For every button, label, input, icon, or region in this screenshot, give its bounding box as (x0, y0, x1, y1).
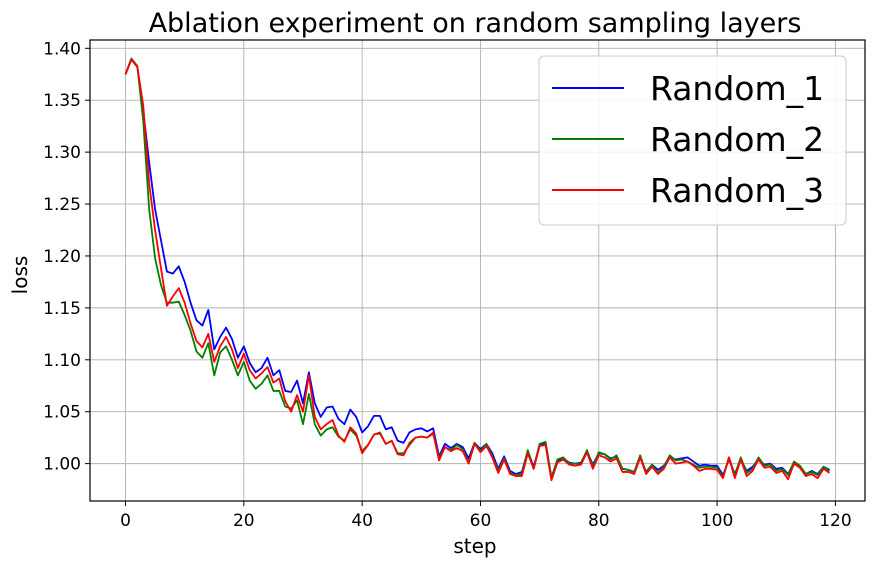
legend-label: Random_3 (650, 171, 824, 210)
x-tick-label: 20 (233, 511, 255, 531)
gridlines (90, 40, 865, 501)
legend-label: Random_2 (650, 120, 824, 159)
y-tick-label: 1.00 (43, 455, 81, 475)
axis-ticks: 0 20 40 60 80 100 120 1.00 1.05 1.10 1.15 1.20 1.25 1… (43, 39, 852, 531)
chart-title: Ablation experiment on random sampling l… (149, 8, 802, 39)
series-lines (124, 57, 831, 482)
y-tick-label: 1.15 (43, 299, 81, 319)
y-axis-label: loss (8, 256, 32, 295)
y-tick-label: 1.25 (43, 195, 81, 215)
x-axis-label: step (453, 534, 496, 558)
y-tick-label: 1.40 (43, 39, 81, 59)
x-tick-label: 120 (819, 511, 851, 531)
legend-box (538, 55, 847, 226)
x-tick-label: 40 (351, 511, 373, 531)
legend-label: Random_1 (650, 69, 824, 108)
y-tick-label: 1.20 (43, 247, 81, 267)
legend: Random_1 Random_2 Random_3 (538, 55, 847, 226)
y-tick-label: 1.35 (43, 91, 81, 111)
x-tick-label: 100 (701, 511, 733, 531)
y-tick-label: 1.05 (43, 403, 81, 423)
x-tick-label: 80 (588, 511, 610, 531)
x-tick-label: 0 (120, 511, 131, 531)
x-tick-label: 60 (470, 511, 492, 531)
legend-items: Random_1 Random_2 Random_3 (552, 69, 824, 210)
plot-area-frame (89, 39, 866, 502)
y-tick-label: 1.10 (43, 351, 81, 371)
y-tick-label: 1.30 (43, 143, 81, 163)
series-line-random-3 (124, 58, 831, 482)
